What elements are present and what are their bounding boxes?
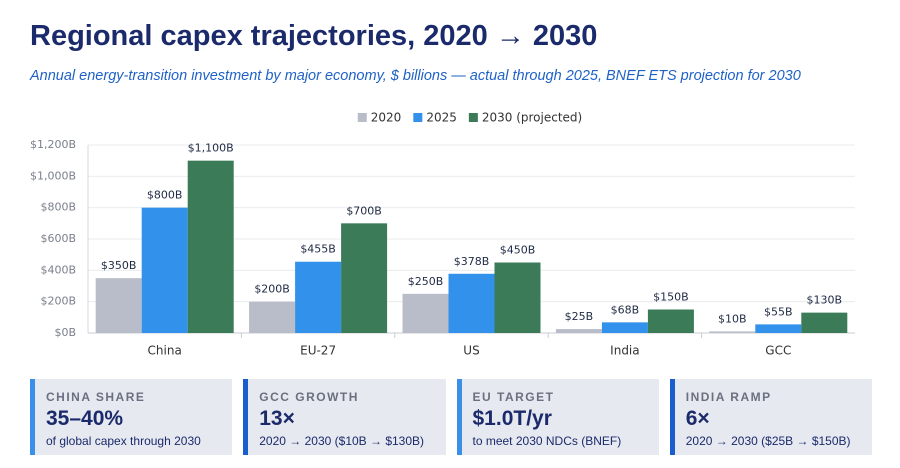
y-tick-label: $0B xyxy=(54,326,76,339)
value-label: $350B xyxy=(101,259,137,272)
value-label: $450B xyxy=(500,244,536,257)
card-note: 2020 → 2030 ($10B → $130B) xyxy=(259,434,425,448)
card-row: CHINA SHARE 35–40% of global capex throu… xyxy=(30,379,872,455)
bar xyxy=(402,293,449,333)
bar xyxy=(801,312,848,333)
card-label: CHINA SHARE xyxy=(46,390,146,404)
stat-card: GCC GROWTH 13× 2020 → 2030 ($10B → $130B… xyxy=(243,379,446,455)
value-label: $455B xyxy=(300,243,336,256)
bar xyxy=(601,322,648,333)
x-tick-label: GCC xyxy=(765,344,791,358)
bar xyxy=(95,278,142,333)
legend-swatch xyxy=(413,113,423,122)
bar xyxy=(341,223,388,333)
value-label: $800B xyxy=(147,189,183,202)
bar xyxy=(647,309,694,333)
y-tick-label: $200B xyxy=(40,295,76,308)
chart: $0B $200B $400B $600B $800B $1,000B $1,200B 202… xyxy=(30,111,855,358)
bar xyxy=(141,207,188,333)
x-tick-label: EU-27 xyxy=(300,344,336,358)
bar xyxy=(187,160,234,333)
legend-label: 2025 xyxy=(426,111,457,125)
chart-title: Regional capex trajectories, 2020 → 2030 xyxy=(30,20,598,52)
card-note: 2020 → 2030 ($25B → $150B) xyxy=(685,434,851,448)
card-value: 6× xyxy=(685,407,710,430)
card-note: to meet 2030 NDCs (BNEF) xyxy=(472,434,622,448)
stat-card: EU TARGET $1.0T/yr to meet 2030 NDCs (BN… xyxy=(456,379,659,455)
card-label: EU TARGET xyxy=(472,390,555,404)
y-tick-label: $800B xyxy=(40,201,76,214)
y-tick-label: $1,200B xyxy=(30,138,76,151)
card-value: $1.0T/yr xyxy=(472,407,552,430)
legend-label: 2020 xyxy=(371,111,402,125)
card-value: 13× xyxy=(259,407,295,430)
x-tick-label: China xyxy=(148,344,182,358)
bar xyxy=(555,329,602,333)
bar xyxy=(755,324,802,333)
value-label: $200B xyxy=(254,283,290,296)
value-label: $700B xyxy=(346,204,382,217)
value-label: $1,100B xyxy=(188,142,234,155)
value-label: $150B xyxy=(653,291,689,304)
card-label: INDIA RAMP xyxy=(685,390,772,404)
stat-card: CHINA SHARE 35–40% of global capex throu… xyxy=(30,379,233,455)
legend-swatch xyxy=(357,113,367,122)
bar xyxy=(295,261,342,333)
y-tick-label: $1,000B xyxy=(30,169,76,182)
legend-swatch xyxy=(468,113,478,122)
value-label: $378B xyxy=(454,255,490,268)
value-label: $68B xyxy=(611,303,640,316)
value-label: $130B xyxy=(807,294,843,307)
bar xyxy=(249,301,296,333)
x-tick-label: US xyxy=(463,344,479,358)
legend-label: 2030 (projected) xyxy=(482,111,582,125)
y-tick-label: $600B xyxy=(40,232,76,245)
card-label: GCC GROWTH xyxy=(259,390,359,404)
y-tick-label: $400B xyxy=(40,263,76,276)
bar xyxy=(709,331,756,333)
card-note: of global capex through 2030 xyxy=(46,434,201,448)
x-tick-label: India xyxy=(610,344,639,358)
value-label: $25B xyxy=(565,310,594,323)
bar xyxy=(494,262,541,333)
card-value: 35–40% xyxy=(46,407,124,430)
bar xyxy=(448,273,495,333)
value-label: $10B xyxy=(718,312,747,325)
value-label: $250B xyxy=(408,275,444,288)
value-label: $55B xyxy=(764,305,793,318)
chart-subtitle: Annual energy-transition investment by m… xyxy=(30,68,801,84)
stat-card: INDIA RAMP 6× 2020 → 2030 ($25B → $150B) xyxy=(669,379,872,455)
